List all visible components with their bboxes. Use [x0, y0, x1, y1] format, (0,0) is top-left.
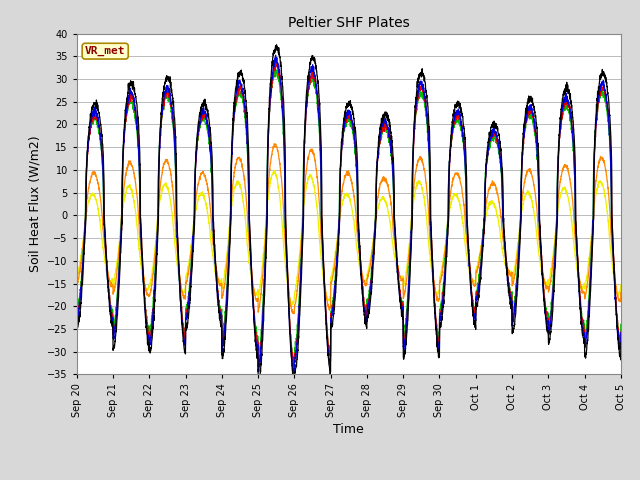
pSHF 1: [291, 365, 298, 371]
pSHF 3: [167, 109, 175, 115]
pSHF 4: [271, 141, 278, 146]
pSHF 5: [288, 302, 296, 308]
pSHF 2: [607, 150, 614, 156]
Hukseflux: [167, 85, 175, 91]
pSHF 3: [305, 83, 313, 89]
pSHF 5: [305, 174, 313, 180]
pSHF 3: [271, 66, 278, 72]
pSHF 5: [617, 282, 625, 288]
pSHF 1: [617, 329, 625, 335]
pSHF 1: [282, 215, 289, 220]
Hukseflux: [273, 42, 280, 48]
pSHF 5: [270, 168, 278, 173]
pSHF 5: [167, 204, 175, 209]
pSHF 1: [167, 104, 175, 109]
pSHF 4: [617, 290, 625, 296]
Text: VR_met: VR_met: [85, 46, 125, 56]
pSHF 4: [135, 218, 143, 224]
pSHF 2: [305, 72, 313, 78]
pSHF 1: [135, 144, 143, 149]
pSHF 4: [290, 311, 298, 316]
Title: Peltier SHF Plates: Peltier SHF Plates: [288, 16, 410, 30]
Hukseflux: [617, 340, 625, 346]
Line: pSHF 5: pSHF 5: [77, 170, 621, 305]
pSHF 2: [135, 154, 143, 160]
pSHF 5: [73, 277, 81, 283]
pSHF 2: [167, 100, 175, 106]
Hukseflux: [135, 131, 143, 136]
pSHF 3: [607, 157, 614, 163]
pSHF 3: [548, 296, 556, 302]
pSHF 2: [272, 52, 280, 58]
pSHF 1: [548, 303, 556, 309]
Hukseflux: [305, 66, 313, 72]
pSHF 3: [73, 308, 81, 313]
pSHF 1: [73, 314, 81, 320]
X-axis label: Time: Time: [333, 423, 364, 436]
pSHF 4: [607, 221, 614, 227]
Line: pSHF 2: pSHF 2: [77, 55, 621, 373]
pSHF 1: [607, 145, 614, 151]
pSHF 2: [617, 330, 625, 336]
pSHF 3: [617, 322, 625, 327]
pSHF 2: [282, 228, 289, 234]
pSHF 5: [282, 266, 289, 272]
pSHF 3: [135, 157, 143, 163]
pSHF 5: [548, 262, 556, 268]
pSHF 3: [290, 359, 298, 364]
pSHF 2: [548, 304, 556, 310]
pSHF 4: [305, 150, 313, 156]
Y-axis label: Soil Heat Flux (W/m2): Soil Heat Flux (W/m2): [29, 136, 42, 272]
pSHF 4: [167, 171, 175, 177]
pSHF 4: [282, 247, 289, 252]
Line: Hukseflux: Hukseflux: [77, 45, 621, 386]
pSHF 5: [607, 244, 614, 250]
pSHF 1: [273, 60, 280, 65]
pSHF 4: [548, 269, 556, 275]
pSHF 4: [73, 280, 81, 286]
pSHF 1: [305, 81, 313, 87]
pSHF 3: [282, 231, 289, 237]
Line: pSHF 4: pSHF 4: [77, 144, 621, 313]
Hukseflux: [255, 383, 263, 389]
Hukseflux: [282, 220, 290, 226]
pSHF 5: [135, 242, 143, 248]
pSHF 2: [73, 317, 81, 323]
Hukseflux: [73, 323, 81, 328]
Line: pSHF 1: pSHF 1: [77, 62, 621, 368]
Hukseflux: [548, 318, 556, 324]
pSHF 2: [290, 370, 298, 376]
Line: pSHF 3: pSHF 3: [77, 69, 621, 361]
Hukseflux: [607, 126, 614, 132]
